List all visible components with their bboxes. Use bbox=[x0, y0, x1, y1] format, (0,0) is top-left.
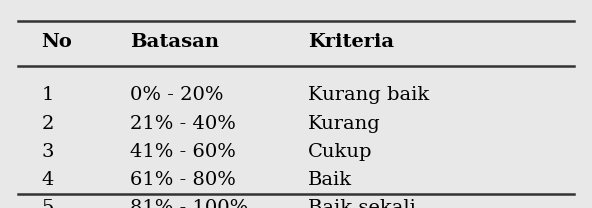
Text: No: No bbox=[41, 33, 72, 51]
Text: 41% - 60%: 41% - 60% bbox=[130, 143, 236, 161]
Text: Kurang: Kurang bbox=[308, 115, 381, 133]
Text: 2: 2 bbox=[41, 115, 54, 133]
Text: Batasan: Batasan bbox=[130, 33, 219, 51]
Text: Baik: Baik bbox=[308, 171, 352, 189]
Text: Cukup: Cukup bbox=[308, 143, 372, 161]
Text: Baik sekali: Baik sekali bbox=[308, 199, 416, 208]
Text: Kurang baik: Kurang baik bbox=[308, 86, 429, 104]
Text: 61% - 80%: 61% - 80% bbox=[130, 171, 236, 189]
Text: 21% - 40%: 21% - 40% bbox=[130, 115, 236, 133]
Text: 5: 5 bbox=[41, 199, 54, 208]
Text: 81% - 100%: 81% - 100% bbox=[130, 199, 249, 208]
Text: 4: 4 bbox=[41, 171, 54, 189]
Text: 0% - 20%: 0% - 20% bbox=[130, 86, 224, 104]
Text: 3: 3 bbox=[41, 143, 54, 161]
Text: Kriteria: Kriteria bbox=[308, 33, 394, 51]
Text: 1: 1 bbox=[41, 86, 54, 104]
